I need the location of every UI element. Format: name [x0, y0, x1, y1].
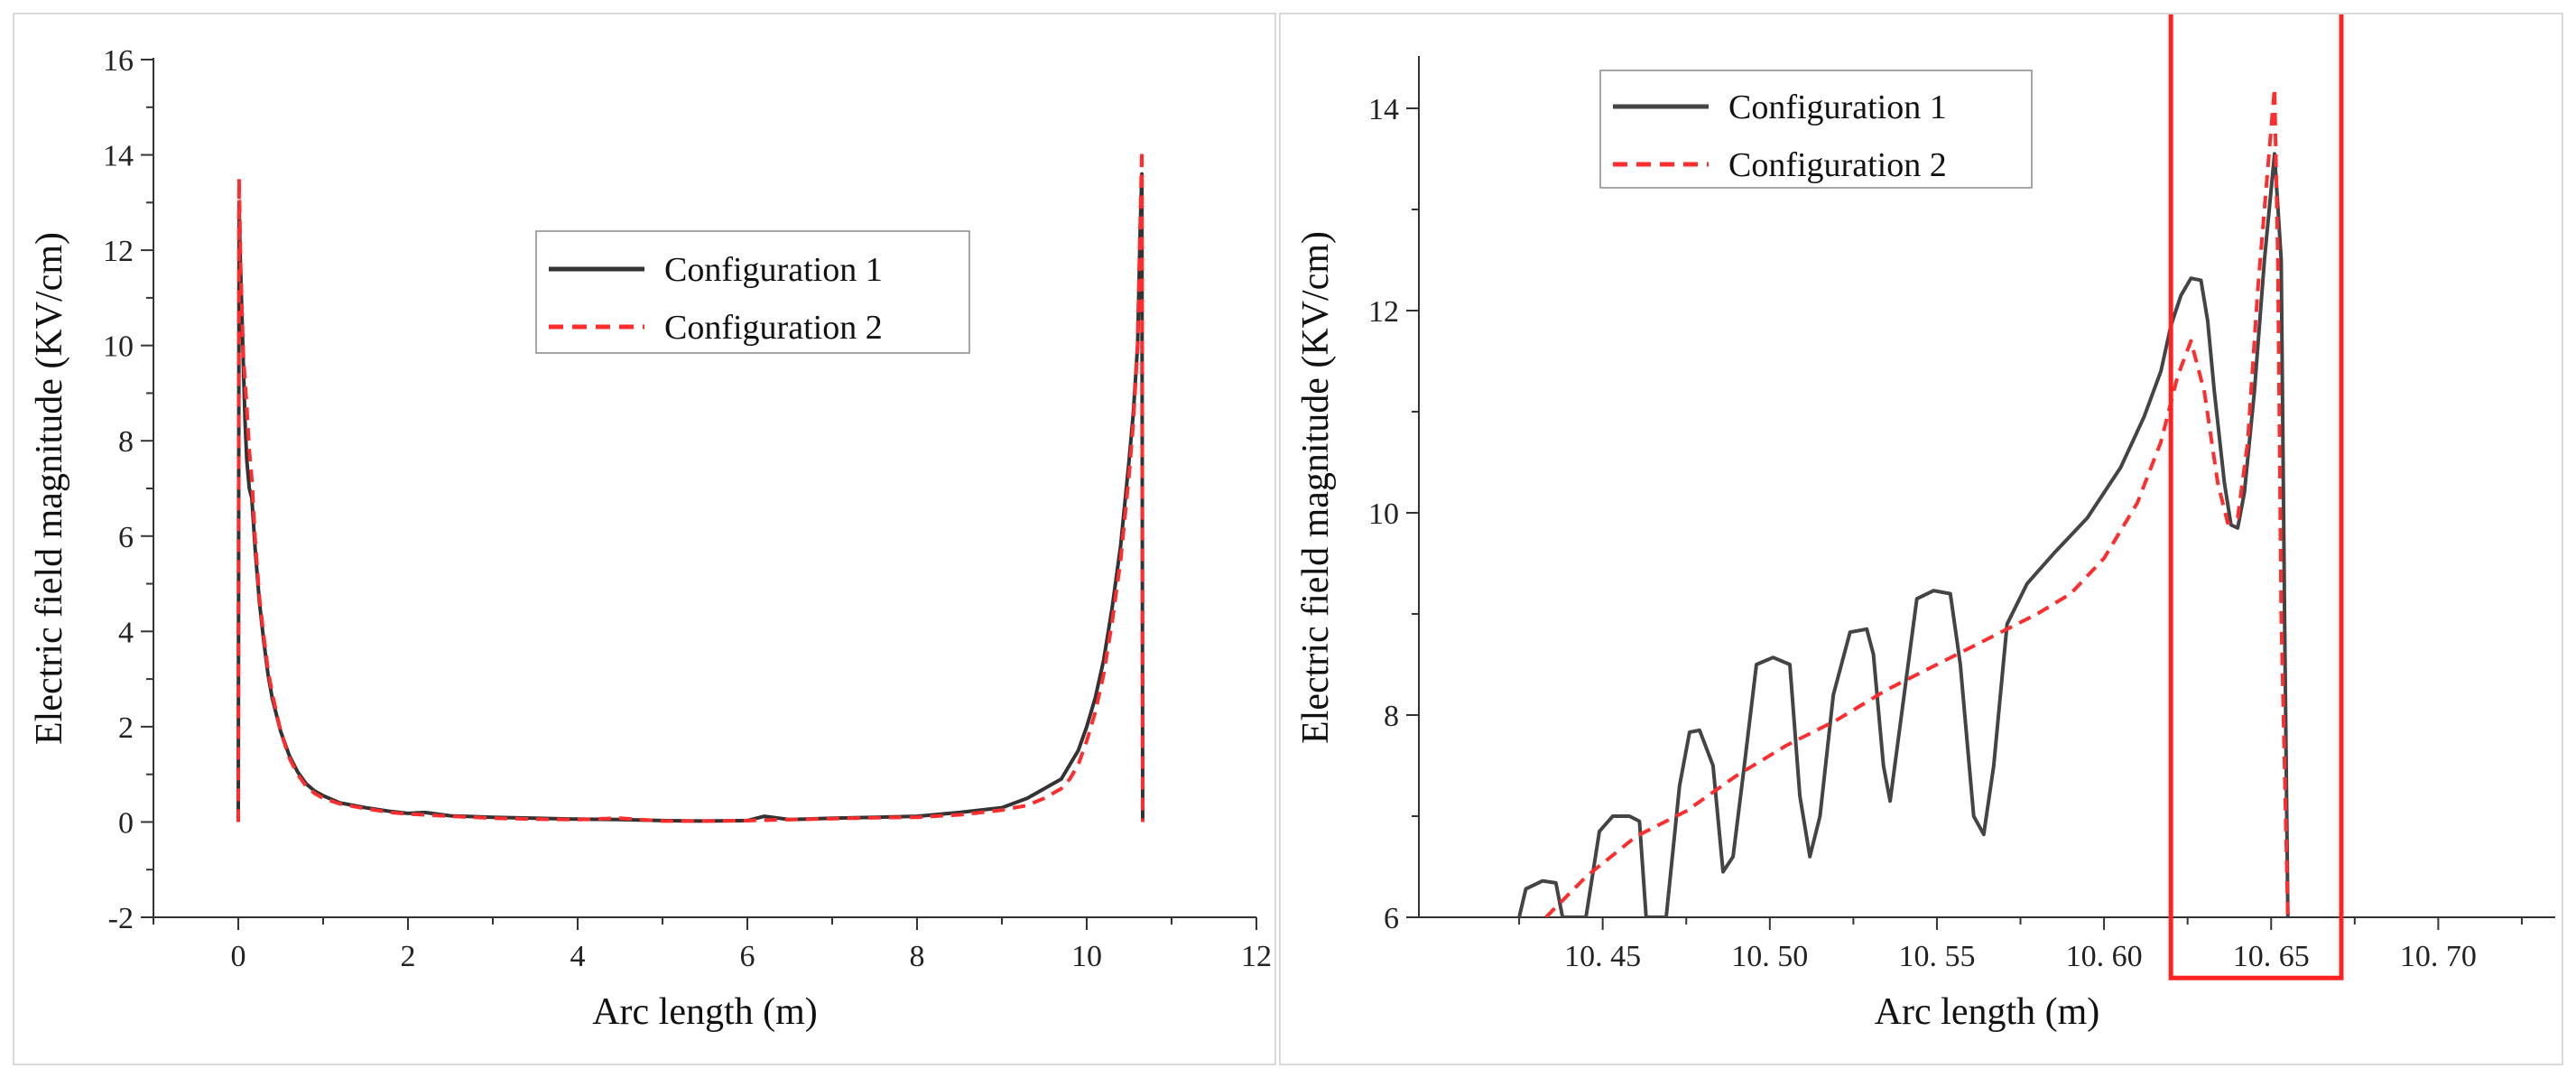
y-tick-label: 6 [1384, 902, 1399, 935]
legend-box [1599, 70, 2033, 189]
series-line-2 [236, 148, 1144, 823]
legend-label-1: Configuration 1 [664, 251, 883, 289]
x-tick-label: 6 [740, 940, 755, 973]
y-tick-label: 0 [118, 806, 134, 840]
chart-right-svg: 10. 45 10. 50 10. 55 10. 60 10. 65 10. 70 6 8 10… [1295, 14, 2555, 1033]
y-tick-label: 4 [118, 616, 134, 649]
y-axis-title: Electric field magnitude (KV/cm) [1295, 231, 1337, 744]
plot-area [1517, 86, 2290, 917]
y-tick-label: 12 [1368, 295, 1399, 329]
y-tick-label: 12 [103, 235, 134, 268]
highlight-box [2168, 14, 2344, 980]
y-tick-label: 14 [103, 140, 134, 173]
x-tick-label: 10 [1071, 940, 1102, 973]
x-axis-title: Arc length (m) [1875, 991, 2100, 1033]
legend-box [535, 230, 970, 354]
x-tick-label: 12 [1241, 940, 1272, 973]
y-tick-label: 10 [1368, 497, 1399, 531]
y-tick-label: 8 [1384, 700, 1399, 733]
legend-label-1: Configuration 1 [1728, 88, 1947, 126]
x-tick-label: 10. 50 [1731, 940, 1808, 973]
x-tick-label: 4 [570, 940, 586, 973]
y-tick-label: 8 [118, 425, 134, 459]
chart-panel-left: 0 2 4 6 8 10 12 -2 0 2 4 6 8 10 12 14 16 Arc length (m) El… [13, 13, 1276, 1065]
y-tick-label: 10 [103, 330, 134, 364]
y-tick-label: -2 [108, 902, 134, 935]
x-tick-label: 10. 60 [2066, 940, 2143, 973]
y-tick-label: 14 [1368, 93, 1399, 126]
x-tick-label: 2 [401, 940, 416, 973]
chart-left-svg: 0 2 4 6 8 10 12 -2 0 2 4 6 8 10 12 14 16 Arc length (m) El… [29, 44, 1272, 1033]
legend-label-2: Configuration 2 [1728, 146, 1947, 184]
y-tick-label: 16 [103, 44, 134, 78]
x-tick-label: 10. 45 [1564, 940, 1641, 973]
y-tick-label: 2 [118, 711, 134, 745]
legend-label-2: Configuration 2 [664, 309, 883, 347]
x-tick-label: 8 [910, 940, 925, 973]
y-tick-label: 6 [118, 521, 134, 554]
x-tick-label: 0 [231, 940, 246, 973]
chart-panel-right: 10. 45 10. 50 10. 55 10. 60 10. 65 10. 70 6 8 10… [1279, 13, 2563, 1065]
series-line-1 [1517, 152, 2290, 917]
y-axis-title: Electric field magnitude (KV/cm) [29, 232, 70, 745]
x-axis-title: Arc length (m) [592, 991, 818, 1033]
x-tick-label: 10. 65 [2233, 940, 2310, 973]
plot-area [236, 148, 1144, 823]
series-line-2 [1544, 86, 2290, 917]
x-tick-label: 10. 70 [2400, 940, 2477, 973]
x-tick-label: 10. 55 [1898, 940, 1975, 973]
